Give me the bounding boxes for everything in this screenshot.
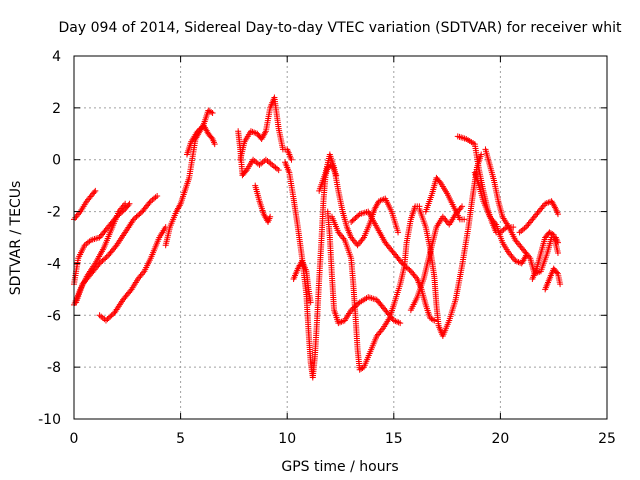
data-point xyxy=(526,253,533,260)
data-point xyxy=(127,287,134,294)
data-point xyxy=(99,257,106,264)
plot-frame xyxy=(73,55,608,420)
data-point xyxy=(397,320,404,327)
chart-title: Day 094 of 2014, Sidereal Day-to-day VTE… xyxy=(59,20,622,36)
data-point xyxy=(348,307,355,314)
data-point xyxy=(554,211,561,218)
data-point xyxy=(399,260,406,267)
data-point xyxy=(554,250,561,257)
data-point xyxy=(459,203,466,210)
data-point xyxy=(208,109,215,116)
data-point xyxy=(108,312,115,319)
x-tick-label: 15 xyxy=(385,431,403,447)
data-point xyxy=(103,253,110,260)
data-point xyxy=(431,317,438,324)
y-tick-label: -2 xyxy=(47,205,61,221)
data-point xyxy=(436,178,443,185)
data-point xyxy=(429,316,436,323)
data-point xyxy=(355,300,362,307)
data-point xyxy=(349,217,356,224)
y-tick-labels: -10 -8 -6 -4 -2 0 2 4 xyxy=(38,49,61,428)
y-tick-label: 2 xyxy=(52,101,61,117)
y-tick-label: -6 xyxy=(47,308,61,324)
x-axis-label: GPS time / hours xyxy=(281,459,398,475)
data-point xyxy=(100,256,107,263)
data-point xyxy=(137,209,144,216)
data-point xyxy=(105,314,112,321)
x-tick-label: 20 xyxy=(491,431,509,447)
data-point xyxy=(104,316,111,323)
data-point xyxy=(348,218,355,225)
data-point xyxy=(267,213,274,220)
data-point xyxy=(355,212,362,219)
y-axis-label: SDTVAR / TECUs xyxy=(8,181,24,296)
data-point xyxy=(96,260,103,267)
x-tick-label: 0 xyxy=(70,431,79,447)
x-tick-label: 10 xyxy=(278,431,296,447)
data-point xyxy=(112,243,119,250)
data-point xyxy=(132,215,139,222)
data-point xyxy=(288,156,295,163)
data-point xyxy=(353,213,360,220)
data-point xyxy=(134,212,141,219)
data-point xyxy=(352,215,359,222)
data-point xyxy=(557,281,564,288)
data-point xyxy=(102,255,109,262)
y-tick-label: -8 xyxy=(47,360,61,376)
data-point xyxy=(307,299,314,306)
data-point xyxy=(553,269,560,276)
data-point xyxy=(154,193,161,200)
data-point xyxy=(403,264,410,271)
y-tick-label: -10 xyxy=(38,412,61,428)
data-point xyxy=(136,211,143,218)
data-point xyxy=(91,189,98,196)
data-point xyxy=(395,229,402,236)
data-point xyxy=(405,265,412,272)
data-point xyxy=(211,141,218,148)
data-point xyxy=(92,187,99,194)
x-tick-label: 25 xyxy=(598,431,616,447)
data-points xyxy=(71,94,564,381)
data-point xyxy=(461,216,468,223)
data-point xyxy=(351,216,358,223)
x-tick-labels: 0 5 10 15 20 25 xyxy=(70,431,616,447)
axis-ticks xyxy=(73,55,608,420)
data-point xyxy=(98,259,105,266)
data-point xyxy=(133,213,140,220)
data-point xyxy=(107,313,114,320)
data-point xyxy=(242,168,249,175)
data-point xyxy=(122,200,129,207)
data-point xyxy=(102,317,109,324)
data-point xyxy=(402,263,409,270)
data-point xyxy=(130,216,137,223)
y-tick-label: -4 xyxy=(47,256,61,272)
y-tick-label: 0 xyxy=(52,153,61,169)
data-point xyxy=(398,258,405,265)
y-tick-label: 4 xyxy=(52,49,61,65)
data-point xyxy=(95,261,102,268)
data-point xyxy=(275,167,282,174)
x-tick-label: 5 xyxy=(176,431,185,447)
data-point xyxy=(208,134,215,141)
data-point xyxy=(400,261,407,268)
data-point xyxy=(406,266,413,273)
data-point xyxy=(146,199,153,206)
data-point xyxy=(209,110,216,117)
data-point xyxy=(393,318,400,325)
